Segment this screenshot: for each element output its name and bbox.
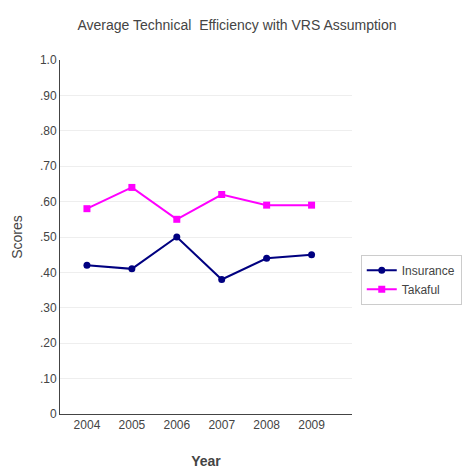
svg-text:2008: 2008 [253, 418, 280, 432]
svg-text:2005: 2005 [119, 418, 146, 432]
svg-text:.90: .90 [40, 89, 57, 103]
svg-text:.30: .30 [40, 301, 57, 315]
svg-text:2009: 2009 [298, 418, 325, 432]
svg-text:.40: .40 [40, 266, 57, 280]
svg-text:Insurance: Insurance [402, 264, 455, 278]
svg-text:Year: Year [191, 453, 221, 469]
svg-text:Scores: Scores [9, 215, 25, 259]
svg-text:.80: .80 [40, 124, 57, 138]
svg-text:Average Technical Efficiency: Average Technical Efficiency with VRS As… [77, 17, 396, 33]
svg-text:0: 0 [50, 407, 57, 421]
svg-text:.60: .60 [40, 195, 57, 209]
svg-text:2006: 2006 [163, 418, 190, 432]
svg-text:.70: .70 [40, 159, 57, 173]
svg-text:.50: .50 [40, 230, 57, 244]
svg-text:2007: 2007 [208, 418, 235, 432]
svg-text:.20: .20 [40, 336, 57, 350]
svg-text:Takaful: Takaful [402, 283, 440, 297]
svg-text:1.0: 1.0 [40, 53, 57, 67]
svg-text:2004: 2004 [74, 418, 101, 432]
svg-text:.10: .10 [40, 372, 57, 386]
